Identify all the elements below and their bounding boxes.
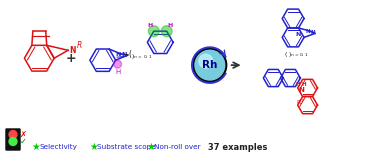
Text: +: + [66,52,76,65]
Text: $)_{n\,=\,0,1}$: $)_{n\,=\,0,1}$ [131,53,152,61]
Text: $(\ )_{n=0,1}$: $(\ )_{n=0,1}$ [284,51,308,59]
Text: Non-roll over: Non-roll over [154,144,201,150]
Text: ✗: ✗ [19,130,26,139]
Text: Rh: Rh [202,60,217,70]
Text: H: H [295,82,300,87]
Text: 37 examples: 37 examples [208,143,267,152]
Text: Selectivity: Selectivity [39,144,77,150]
Text: N: N [298,87,304,93]
Text: N: N [122,52,127,57]
Text: N: N [311,30,315,35]
Text: N: N [305,30,310,34]
Text: ★: ★ [89,142,98,152]
Text: ✓: ✓ [19,137,26,146]
Circle shape [9,131,17,139]
Circle shape [195,50,225,80]
Circle shape [114,60,122,68]
Circle shape [199,54,213,68]
Text: N: N [296,32,301,37]
Text: N: N [69,46,76,55]
Text: N: N [115,52,121,58]
Circle shape [193,48,227,82]
Text: H: H [115,69,120,75]
Text: Substrate scope: Substrate scope [97,144,155,150]
FancyBboxPatch shape [6,129,20,150]
Text: ★: ★ [146,142,155,152]
Text: H: H [148,23,153,28]
Text: R$^1$: R$^1$ [296,98,305,107]
Circle shape [148,26,159,37]
Circle shape [161,26,172,37]
Circle shape [9,138,17,145]
Text: H: H [301,82,306,88]
Text: H: H [167,23,173,28]
Text: ★: ★ [31,142,40,152]
Text: $-($: $-($ [122,48,133,60]
Text: R: R [77,41,82,50]
